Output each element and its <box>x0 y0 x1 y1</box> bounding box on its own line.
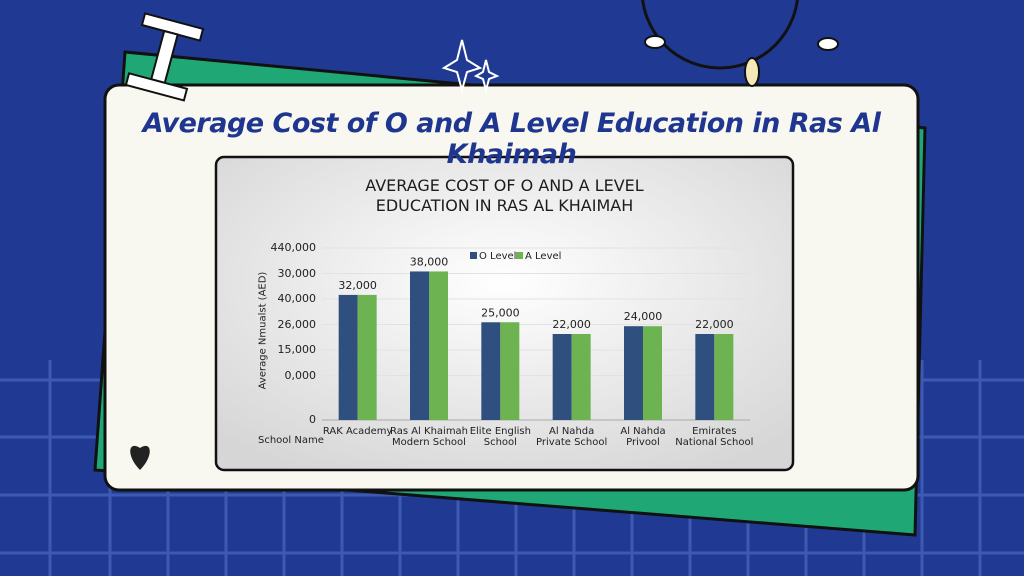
x-axis-label: School Name <box>258 435 324 446</box>
y-tick-label: 440,000 <box>270 241 317 254</box>
chart-title: AVERAGE COST OF O AND A LEVEL EDUCATION … <box>365 176 644 215</box>
x-tick-label: Al Nahda Privool <box>620 426 666 448</box>
x-tick-label: Emirates National School <box>675 426 754 448</box>
data-label: 25,000 <box>481 306 520 319</box>
y-tick-label: 30,000 <box>277 266 317 280</box>
bar <box>481 322 501 420</box>
bar <box>429 271 448 420</box>
data-label: 22,000 <box>552 318 591 331</box>
bar <box>500 322 520 420</box>
x-tick-label: Al Nahda Private School <box>536 426 608 448</box>
data-label: 32,000 <box>338 279 377 292</box>
page-title: Average Cost of O and A Level Education … <box>142 108 881 170</box>
bar <box>357 294 377 420</box>
legend-swatch <box>470 252 477 259</box>
data-label: 22,000 <box>695 318 734 331</box>
y-tick-label: 26,000 <box>277 317 317 331</box>
bar <box>410 271 429 420</box>
x-tick-label: Elite English School <box>469 426 531 448</box>
bar <box>643 326 662 420</box>
legend-label: A Level <box>525 251 561 262</box>
legend-label: O Level <box>479 251 516 262</box>
bar <box>695 334 715 420</box>
data-label: 24,000 <box>624 310 663 323</box>
plot: O Level A Level 32,000 38,000 25,000 22,000 24… <box>322 247 750 421</box>
i-beam <box>124 12 205 102</box>
bar <box>338 294 358 420</box>
bar <box>552 334 572 420</box>
y-tick-label: 0 <box>309 413 316 426</box>
bar <box>624 326 643 420</box>
sparkle <box>441 39 483 94</box>
y-tick-label: 0,000 <box>284 368 317 382</box>
bar <box>571 334 591 420</box>
legend-swatch <box>516 252 523 259</box>
y-tick-label: 40,000 <box>277 292 317 305</box>
x-tick-label: RAK Academy <box>322 426 393 437</box>
heart-icon[interactable] <box>130 445 150 470</box>
bar <box>714 334 734 420</box>
lamp <box>641 0 799 70</box>
y-tick-label: 15,000 <box>277 343 317 356</box>
x-tick-label: Ras Al Khaimah Modern School <box>389 426 469 448</box>
data-label: 38,000 <box>410 255 449 268</box>
